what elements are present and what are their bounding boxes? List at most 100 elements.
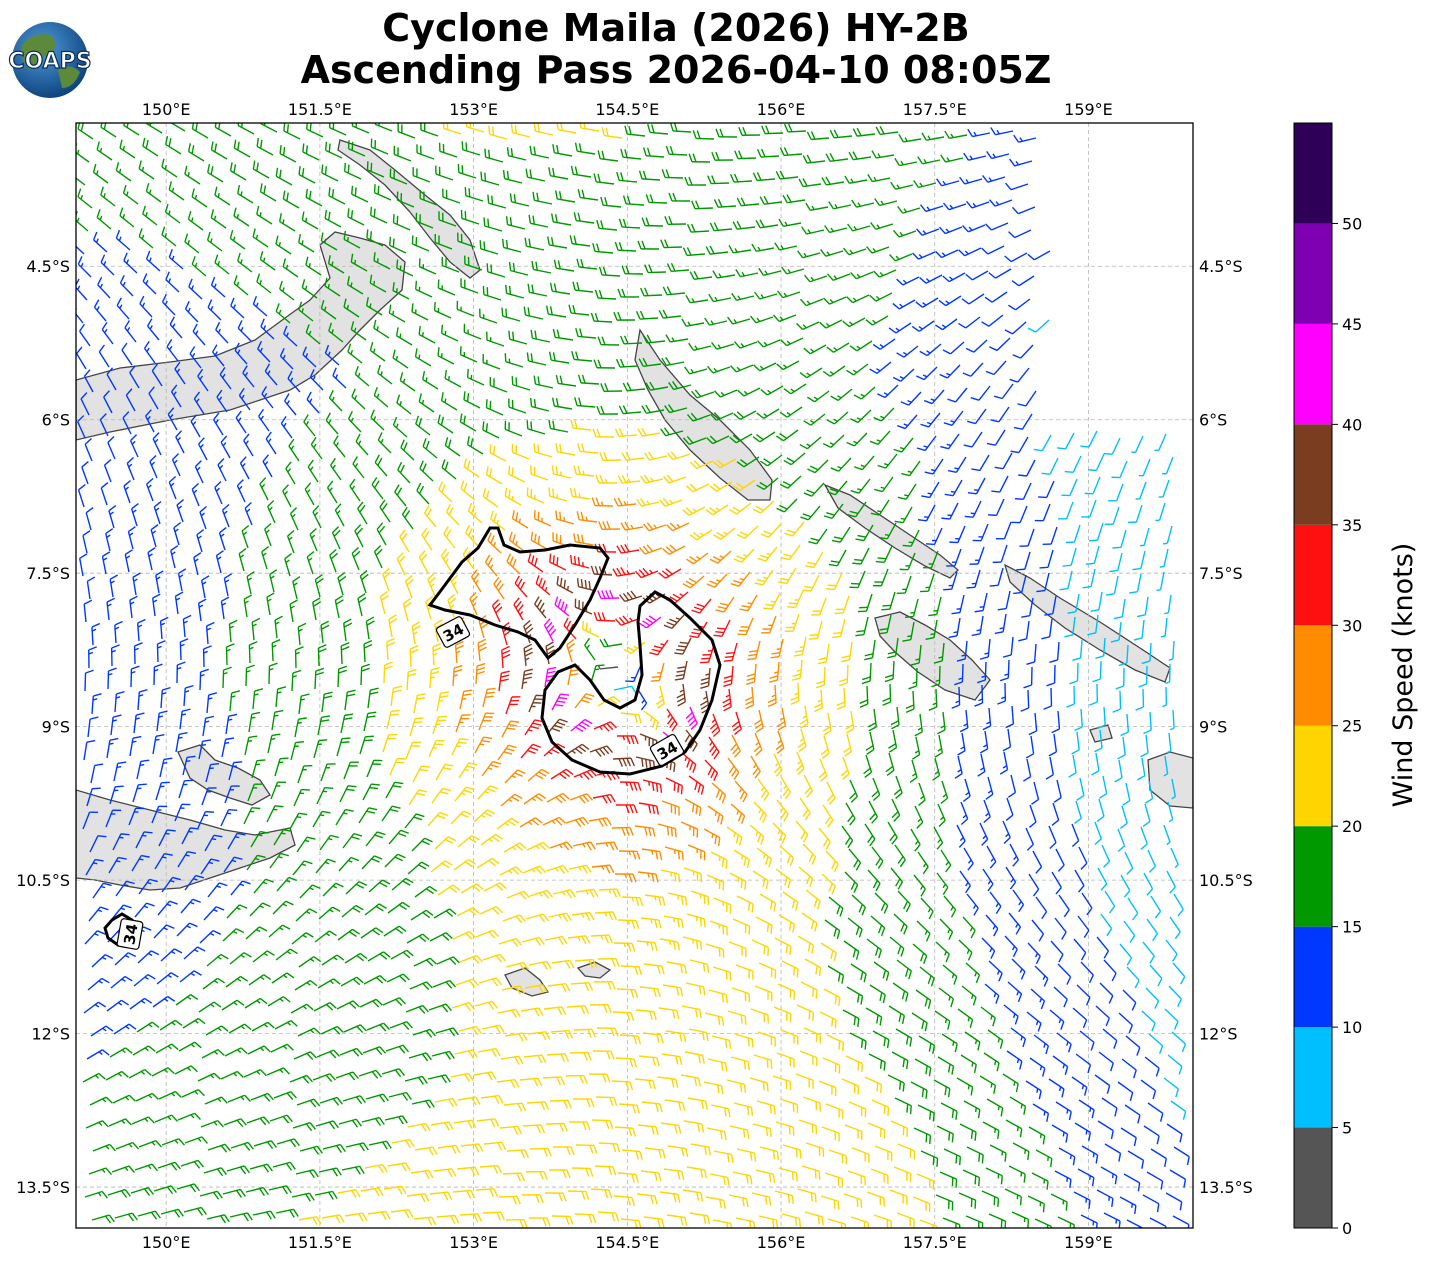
- wind-barb-half-feather: [104, 328, 108, 334]
- wind-barb: [685, 294, 709, 304]
- wind-barb-feather: [842, 320, 850, 328]
- wind-barb: [302, 143, 320, 161]
- wind-barb-shaft: [507, 223, 526, 230]
- wind-barb-shaft: [207, 171, 224, 183]
- wind-barb-feather: [622, 218, 627, 228]
- wind-barb-half-feather: [899, 231, 904, 237]
- wind-barb: [100, 123, 117, 138]
- wind-barb-shaft: [192, 128, 209, 139]
- wind-barb-shaft: [856, 202, 875, 208]
- wind-barb-shaft: [617, 249, 637, 252]
- wind-barb-shaft: [438, 219, 457, 227]
- wind-barb-feather: [645, 217, 650, 226]
- wind-barb-feather: [119, 207, 124, 216]
- wind-barb-half-feather: [924, 516, 929, 519]
- wind-barb-half-feather: [213, 215, 217, 221]
- wind-barb-feather: [825, 176, 831, 185]
- wind-barb-shaft: [650, 131, 669, 135]
- wind-barb-half-feather: [900, 517, 906, 520]
- wind-barb-feather: [486, 263, 489, 272]
- wind-barb-feather: [711, 151, 716, 161]
- wind-barb-feather: [777, 290, 784, 299]
- wind-barb: [1027, 319, 1050, 333]
- wind-barb: [527, 283, 548, 297]
- land-layer: [76, 139, 1193, 997]
- wind-barb-feather: [139, 295, 145, 304]
- wind-barb-feather: [617, 311, 622, 321]
- wind-barb-half-feather: [1164, 612, 1169, 615]
- wind-barb-shaft: [116, 304, 130, 320]
- wind-barb: [823, 296, 847, 305]
- wind-barb-shaft: [581, 127, 600, 132]
- wind-barb-feather: [888, 327, 897, 334]
- wind-barb-shaft: [211, 149, 228, 160]
- wind-barb: [77, 256, 92, 278]
- wind-barb-shaft: [93, 239, 108, 253]
- wind-barb-shaft: [687, 253, 706, 257]
- wind-barb-half-feather: [301, 308, 304, 313]
- wind-barb-feather: [865, 319, 873, 326]
- wind-barb-shaft: [627, 133, 646, 137]
- wind-barb-feather: [184, 233, 189, 243]
- wind-barb-feather: [662, 286, 668, 295]
- wind-barb: [192, 323, 206, 346]
- wind-barb: [145, 123, 163, 134]
- wind-barb-feather: [559, 511, 562, 521]
- wind-barb: [324, 277, 341, 297]
- wind-barb-feather: [463, 391, 466, 400]
- wind-barb-feather: [168, 181, 172, 190]
- wind-barb-feather: [620, 148, 624, 158]
- wind-barb-shaft: [237, 192, 254, 204]
- wind-barb-shaft: [527, 176, 546, 182]
- wind-barb-half-feather: [76, 149, 80, 155]
- wind-barb-feather: [856, 127, 862, 136]
- wind-barb-shaft: [686, 322, 705, 327]
- wind-barb-feather: [487, 194, 490, 204]
- wind-barb-feather: [712, 270, 718, 279]
- wind-barb-shaft: [214, 262, 230, 275]
- wind-barb-half-feather: [900, 160, 904, 166]
- wind-barb-feather: [286, 192, 289, 202]
- wind-barb: [187, 210, 204, 231]
- wind-barb: [570, 165, 592, 178]
- wind-barb-half-feather: [733, 319, 738, 324]
- wind-barb-shaft: [856, 271, 874, 280]
- wind-barb-feather: [618, 218, 623, 228]
- wind-barb-shaft: [483, 293, 502, 301]
- wind-barb: [797, 250, 821, 259]
- wind-barb-feather: [343, 162, 347, 172]
- wind-barb: [529, 145, 550, 159]
- wind-barb-feather: [491, 126, 495, 136]
- wind-barb-feather: [596, 243, 600, 252]
- wind-barb-shaft: [222, 669, 225, 689]
- wind-barb-shaft: [741, 203, 760, 207]
- wind-barb-feather: [829, 129, 835, 139]
- wind-barb-feather: [545, 305, 549, 315]
- wind-barb-feather: [602, 266, 607, 276]
- wind-barb: [237, 320, 252, 342]
- wind-barb-feather: [756, 172, 762, 181]
- wind-barb-shaft: [230, 305, 245, 319]
- wind-barb-shaft: [580, 196, 599, 201]
- wind-barb-shaft: [96, 149, 113, 161]
- wind-barb-shaft: [526, 245, 545, 251]
- wind-barb-shaft: [797, 682, 800, 702]
- wind-barb-shaft: [412, 174, 431, 183]
- wind-barb: [486, 263, 506, 278]
- wind-barb-feather: [331, 189, 335, 198]
- wind-barb-feather: [939, 226, 946, 235]
- wind-barb-feather: [511, 467, 514, 477]
- wind-barb-feather: [482, 421, 485, 431]
- wind-barb-feather: [366, 229, 369, 239]
- wind-barb-shaft: [1012, 321, 1027, 335]
- wind-barb: [415, 280, 433, 298]
- wind-barb-shaft: [76, 245, 85, 255]
- wind-barb: [165, 271, 180, 293]
- wind-barb: [547, 236, 568, 249]
- wind-barb-feather: [786, 606, 796, 609]
- wind-barb-shaft: [948, 203, 967, 211]
- wind-barb: [116, 297, 130, 320]
- wind-barb-half-feather: [74, 172, 75, 176]
- wind-barb-shaft: [576, 219, 595, 224]
- wind-barb-half-feather: [1019, 137, 1023, 142]
